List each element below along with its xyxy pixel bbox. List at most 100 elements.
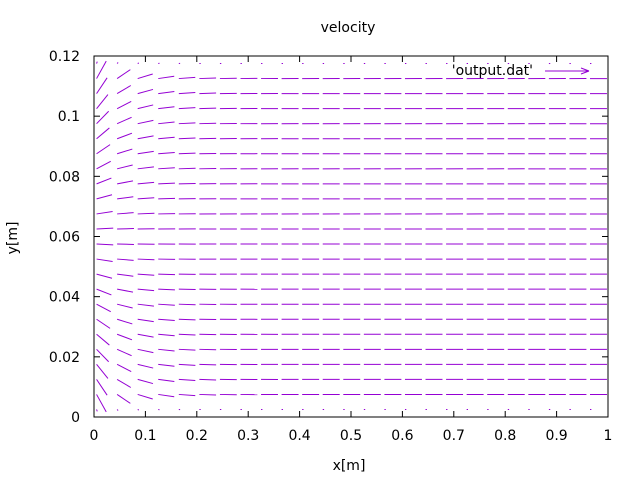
- velocity-vector: [96, 160, 111, 170]
- x-axis-label: x[m]: [333, 458, 366, 474]
- velocity-vector: [199, 393, 217, 396]
- velocity-vector: [117, 212, 134, 215]
- velocity-vector: [96, 127, 110, 140]
- x-tick-label: 0.6: [391, 428, 413, 444]
- velocity-vector: [117, 180, 134, 185]
- velocity-vector: [178, 92, 196, 95]
- velocity-vector: [96, 61, 98, 64]
- velocity-vector: [137, 318, 154, 323]
- x-tick-label: 0.4: [288, 428, 310, 444]
- velocity-vector: [96, 288, 112, 296]
- velocity-vector: [158, 378, 175, 383]
- velocity-vector: [137, 62, 140, 64]
- velocity-vector: [116, 100, 132, 110]
- velocity-vector: [137, 150, 154, 155]
- velocity-vector: [117, 258, 134, 261]
- velocity-vector: [178, 137, 196, 140]
- velocity-vector: [137, 212, 155, 215]
- x-tick-label: 0.8: [494, 428, 516, 444]
- x-tick-label: 1: [604, 428, 613, 444]
- velocity-vector: [116, 85, 132, 95]
- velocity-vector: [96, 210, 113, 215]
- velocity-vector: [116, 378, 132, 388]
- velocity-vector: [137, 288, 155, 292]
- velocity-vector: [96, 318, 111, 329]
- velocity-vector: [137, 393, 153, 400]
- velocity-vector: [178, 363, 196, 366]
- velocity-vector: [137, 409, 140, 411]
- velocity-vector: [117, 164, 133, 170]
- velocity-vector: [158, 182, 175, 185]
- velocity-vector: [96, 194, 113, 200]
- legend-arrow: [545, 67, 590, 75]
- velocity-vector: [137, 378, 154, 385]
- velocity-vector: [137, 363, 154, 369]
- plot-frame: [93, 55, 609, 418]
- velocity-vector: [178, 393, 196, 397]
- velocity-vector: [178, 333, 196, 336]
- velocity-vector: [158, 152, 175, 155]
- x-tick-label: 0.7: [443, 428, 465, 444]
- velocity-vector: [158, 121, 175, 125]
- x-tick-label: 0.9: [545, 428, 567, 444]
- velocity-vector: [116, 394, 131, 404]
- velocity-vector: [96, 273, 113, 279]
- y-tick-label: 0: [71, 410, 80, 426]
- velocity-vector: [137, 73, 153, 80]
- velocity-vector: [96, 60, 107, 79]
- velocity-vector: [158, 303, 175, 306]
- velocity-vector: [96, 303, 111, 313]
- velocity-vector: [178, 76, 196, 80]
- plot-border: [93, 55, 609, 418]
- velocity-vector: [199, 77, 217, 80]
- y-tick-label: 0.06: [49, 230, 80, 246]
- x-tick-label: 0.1: [134, 428, 156, 444]
- velocity-vector: [178, 152, 196, 155]
- velocity-vector: [96, 94, 109, 109]
- velocity-vector: [137, 166, 154, 170]
- velocity-vector: [158, 167, 175, 170]
- velocity-vector: [158, 106, 175, 110]
- velocity-vector: [96, 409, 98, 412]
- velocity-vector: [199, 363, 217, 366]
- velocity-vector: [116, 363, 132, 373]
- velocity-vector: [158, 273, 176, 276]
- velocity-vector: [178, 378, 196, 381]
- velocity-vector: [96, 77, 108, 94]
- velocity-vector: [158, 363, 175, 367]
- vector-field: [96, 60, 607, 413]
- velocity-vector: [96, 348, 110, 363]
- velocity-vector: [178, 122, 196, 125]
- velocity-vector: [96, 177, 112, 185]
- velocity-vector: [96, 227, 114, 230]
- velocity-vector: [137, 197, 155, 200]
- y-tick-label: 0.04: [49, 290, 80, 306]
- velocity-vector: [158, 90, 175, 95]
- velocity-vector: [117, 288, 134, 293]
- velocity-vector: [199, 378, 217, 381]
- velocity-vector: [137, 348, 154, 354]
- velocity-vector: [96, 144, 111, 155]
- y-tick-labels: 0 0.02 0.04 0.06 0.08 0.1 0.12: [49, 49, 80, 426]
- velocity-vector: [96, 379, 108, 396]
- y-tick-label: 0.02: [49, 350, 80, 366]
- velocity-vector: [116, 148, 133, 155]
- velocity-vector: [158, 393, 175, 398]
- legend-arrow-head: [580, 67, 590, 75]
- velocity-vector: [117, 196, 134, 200]
- axis-ticks: [93, 55, 609, 418]
- velocity-vector: [137, 104, 154, 110]
- velocity-vector: [178, 167, 196, 170]
- x-tick-label: 0.5: [340, 428, 362, 444]
- x-tick-label: 0.3: [237, 428, 259, 444]
- velocity-vector: [158, 318, 175, 321]
- x-tick-label: 0: [90, 428, 99, 444]
- velocity-vector: [158, 136, 175, 140]
- velocity-vector: [199, 92, 217, 95]
- velocity-vector: [116, 132, 133, 140]
- velocity-vector: [116, 116, 132, 125]
- velocity-vector: [96, 333, 110, 346]
- velocity-vector: [96, 110, 110, 125]
- velocity-vector: [199, 107, 217, 110]
- velocity-vector: [178, 318, 196, 321]
